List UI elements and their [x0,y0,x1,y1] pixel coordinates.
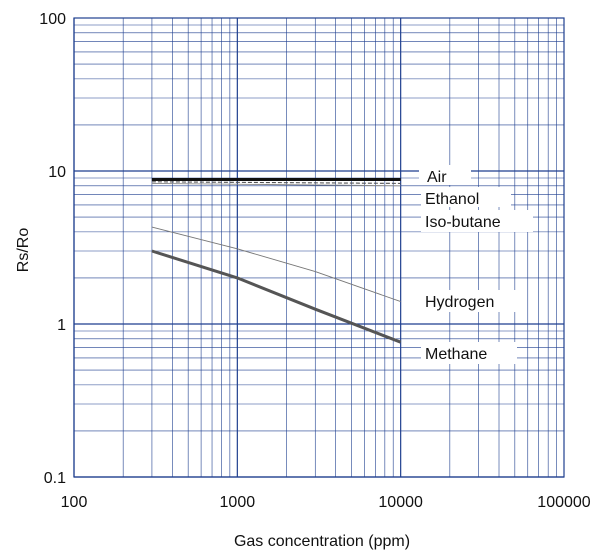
series-label-hydrogen: Hydrogen [425,294,494,311]
x-tick-labels: 100 1000 10000 100000 [61,494,591,511]
series-label-air: Air [427,169,447,186]
series-label-bg-isobutane [421,210,533,232]
series-line-isobutane [151,182,401,187]
y-tick-label-100: 100 [39,11,66,28]
x-axis-title: Gas concentration (ppm) [234,533,410,550]
x-tick-label-100: 100 [61,494,88,511]
series-label-bg-hydrogen [421,290,521,312]
grid [73,18,564,478]
series-label-bg-methane [421,342,517,364]
y-tick-labels: 0.1 1 10 100 [39,11,66,487]
x-tick-label-100000: 100000 [537,494,590,511]
series-line-ethanol [151,181,401,184]
plot-frame [73,17,565,478]
x-tick-label-1000: 1000 [220,494,256,511]
x-tick-label-10000: 10000 [378,494,423,511]
series-label-bg-air [419,165,471,185]
series-labels: Air Ethanol Iso-butane Hydrogen Methane [419,165,533,364]
series-line-hydrogen [151,226,401,303]
series-label-bg-ethanol [421,187,511,207]
series-label-ethanol: Ethanol [425,191,479,208]
y-axis-title: Rs/Ro [15,228,32,273]
y-tick-label-0.1: 0.1 [44,470,66,487]
y-tick-label-10: 10 [48,164,66,181]
series-line-methane [151,249,402,344]
series-label-methane: Methane [425,346,487,363]
y-tick-label-1: 1 [57,317,66,334]
series-label-isobutane: Iso-butane [425,214,501,231]
series-lines [151,178,402,344]
